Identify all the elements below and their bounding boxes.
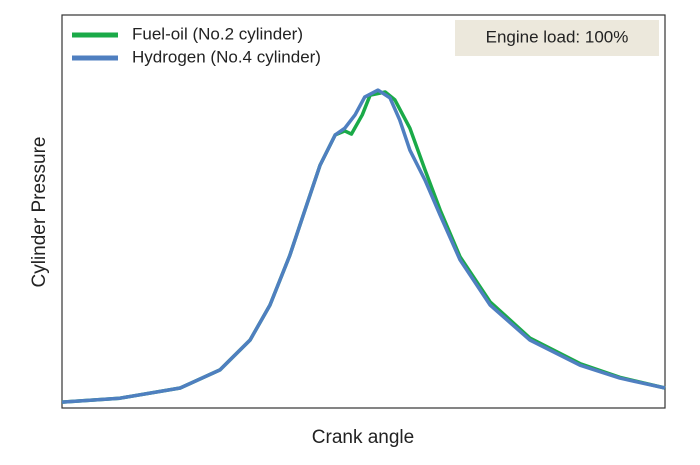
annotation-box — [455, 20, 659, 56]
legend-label: Fuel-oil (No.2 cylinder) — [132, 24, 303, 43]
annotation: Engine load: 100% — [486, 27, 629, 46]
y-axis-label: Cylinder Pressure — [29, 137, 50, 288]
plot-frame — [61, 14, 666, 409]
x-axis-label: Crank angle — [312, 427, 414, 448]
legend-label: Hydrogen (No.4 cylinder) — [132, 47, 321, 66]
series-line — [61, 88, 666, 404]
series-line — [61, 90, 666, 404]
